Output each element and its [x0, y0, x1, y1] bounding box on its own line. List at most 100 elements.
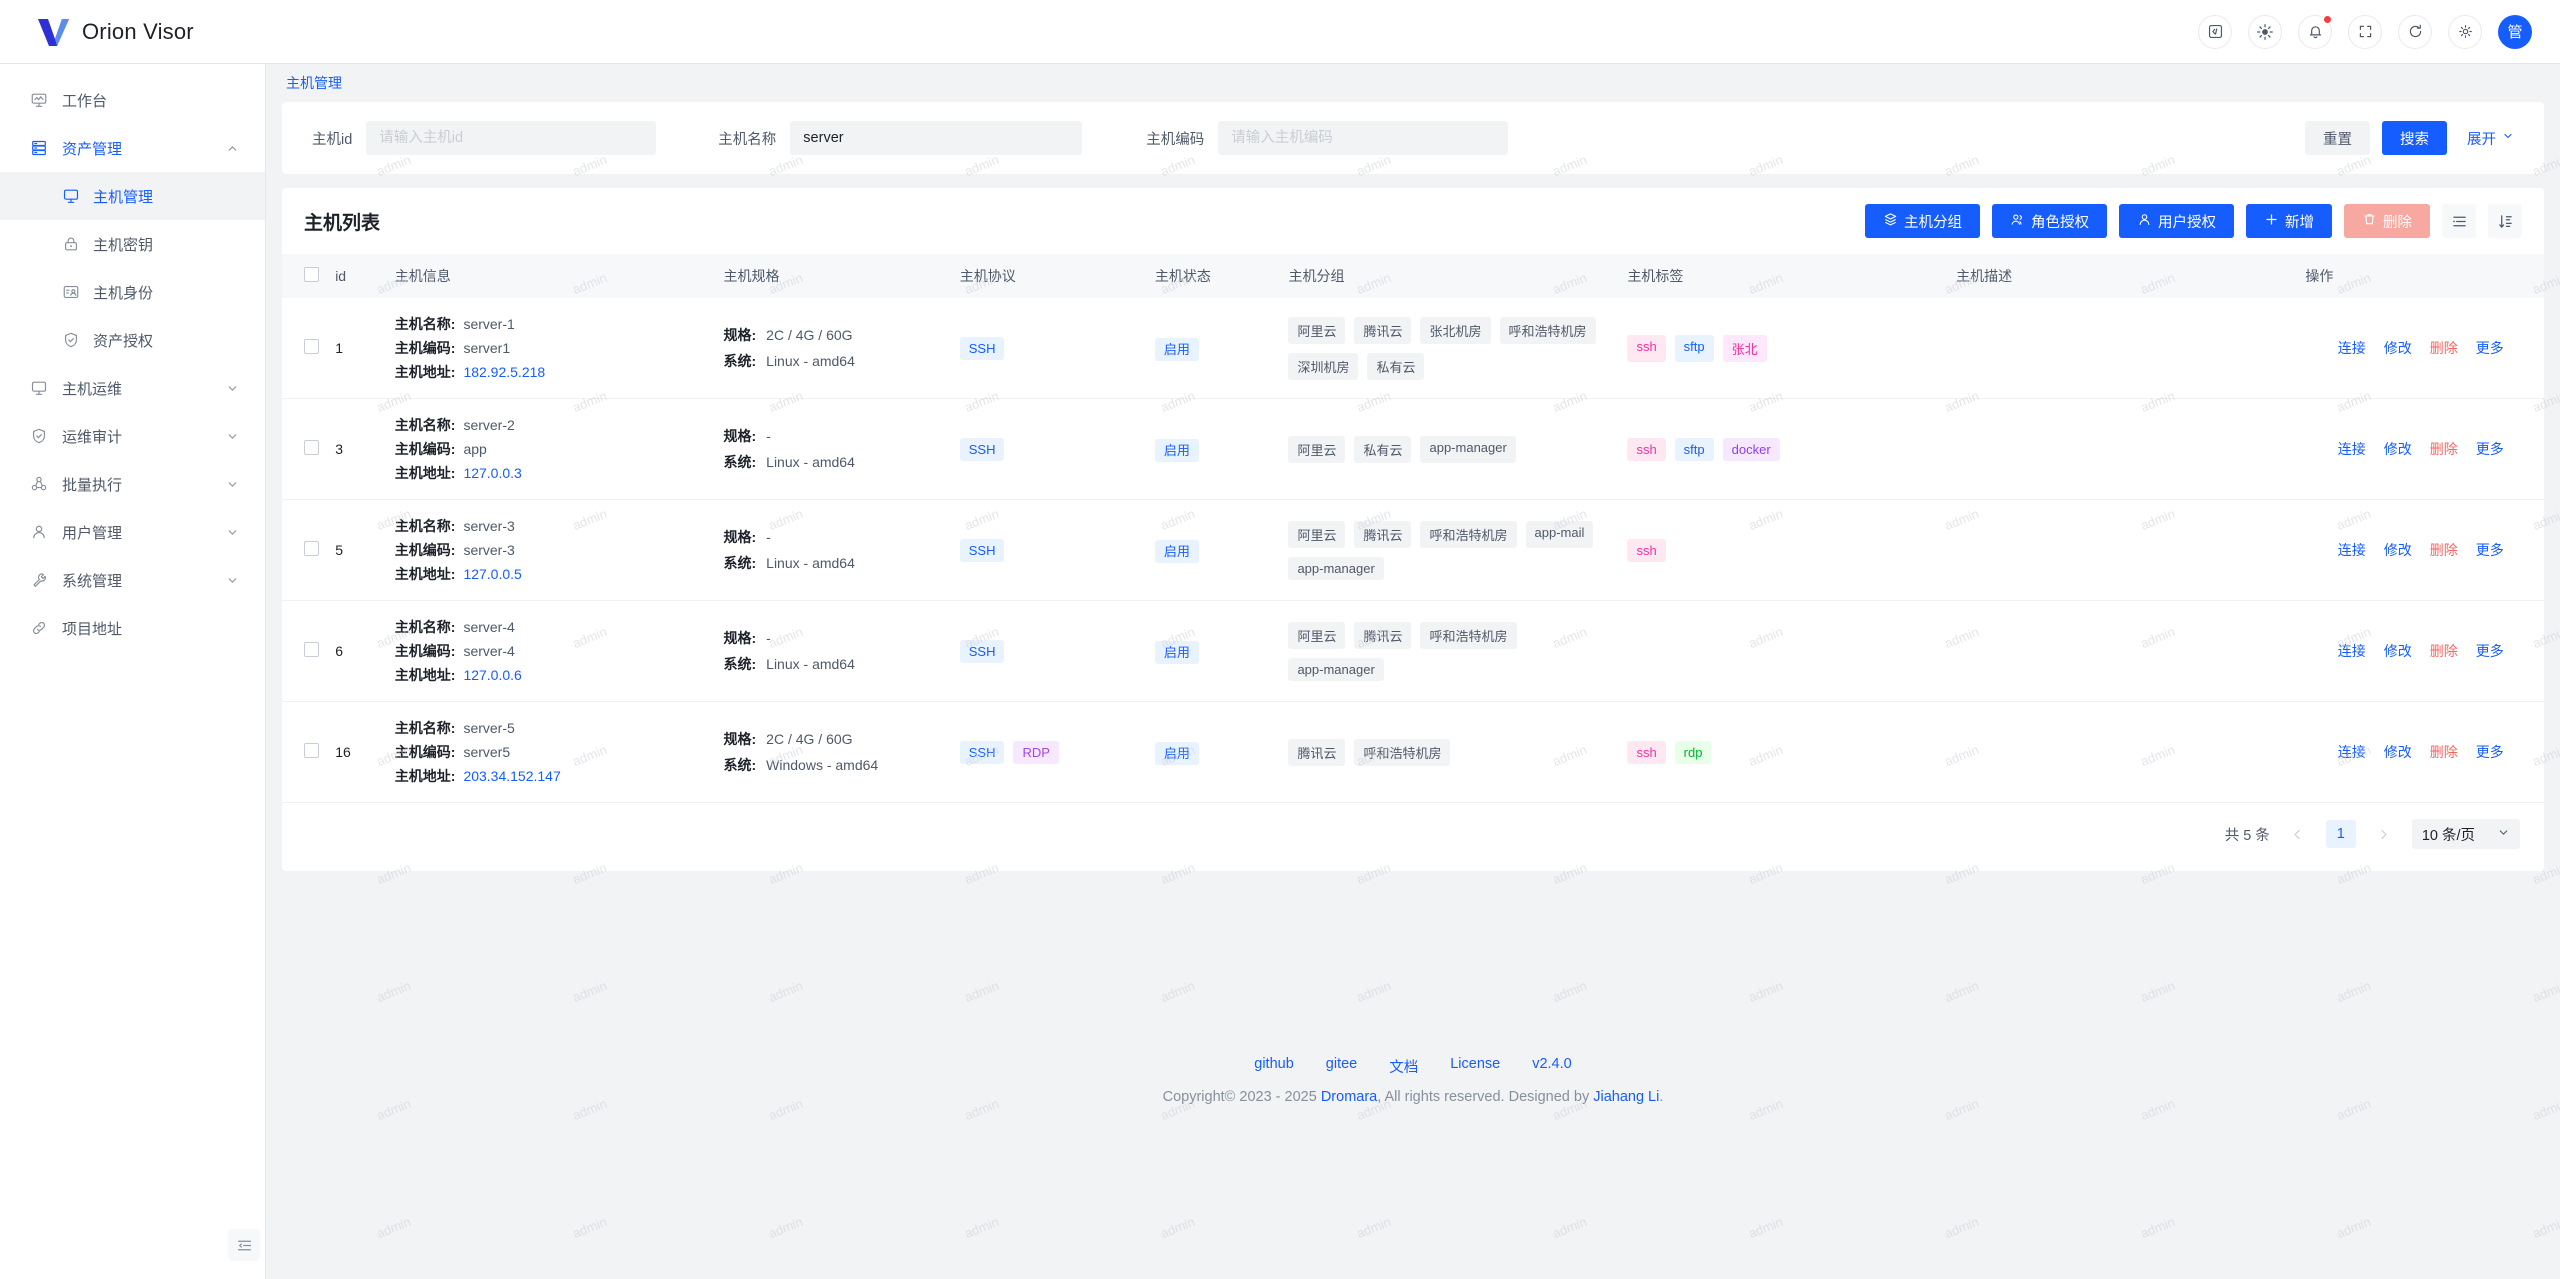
sidebar-item-audit[interactable]: 运维审计	[0, 412, 265, 460]
host-address-value[interactable]: 182.92.5.218	[463, 364, 546, 380]
reset-button[interactable]: 重置	[2305, 121, 2370, 155]
search-button[interactable]: 搜索	[2382, 121, 2447, 155]
row-op-deletebutton[interactable]: 删除	[2429, 744, 2458, 760]
author-link[interactable]: Jiahang Li	[1593, 1089, 1660, 1105]
host-tag-chip: ssh	[1627, 334, 1666, 362]
sidebar-item-host-manage[interactable]: 主机管理	[0, 172, 265, 220]
row-op-button[interactable]: 修改	[2383, 340, 2412, 356]
row-checkbox[interactable]	[304, 743, 319, 758]
sidebar-item-workbench[interactable]: 工作台	[0, 76, 265, 124]
page-number-1[interactable]: 1	[2325, 820, 2356, 848]
row-protocols: SSH	[951, 499, 1147, 601]
host-tag-chip: sftp	[1674, 334, 1714, 362]
group-chip: 深圳机房	[1288, 352, 1359, 380]
gear-icon[interactable]	[2448, 14, 2482, 49]
footer-link[interactable]: v2.4.0	[1532, 1056, 1572, 1072]
host-id-input[interactable]: 请输入主机id	[366, 121, 657, 155]
filter-field-host-name: 主机名称 server	[718, 121, 1083, 155]
row-checkbox[interactable]	[304, 440, 319, 455]
table-row[interactable]: 6 主机名称: server-4 主机编码: server-4 主机地址: 127.0…	[282, 600, 2544, 702]
row-op-button[interactable]: 更多	[2475, 643, 2504, 659]
footer-link[interactable]: github	[1254, 1056, 1294, 1072]
row-op-button[interactable]: 连接	[2337, 542, 2366, 558]
select-all-checkbox[interactable]	[304, 267, 319, 282]
row-op-button[interactable]: 连接	[2337, 441, 2366, 457]
sidebar-item-system-manage[interactable]: 系统管理	[0, 556, 265, 604]
sidebar-item-asset-auth[interactable]: 资产授权	[0, 316, 265, 364]
sidebar-item-label: 批量执行	[62, 476, 123, 494]
sidebar-item-project-url[interactable]: 项目地址	[0, 604, 265, 652]
sidebar-item-batch-exec[interactable]: 批量执行	[0, 460, 265, 508]
user-auth-button[interactable]: 用户授权	[2119, 204, 2234, 238]
row-checkbox[interactable]	[304, 541, 319, 556]
row-op-deletebutton[interactable]: 删除	[2429, 643, 2458, 659]
footer-link[interactable]: License	[1450, 1056, 1501, 1072]
host-code-value: server-3	[463, 542, 515, 558]
bell-icon[interactable]	[2298, 14, 2332, 49]
copyright-suffix: .	[1659, 1089, 1664, 1105]
row-op-button[interactable]: 修改	[2383, 542, 2412, 558]
sidebar-item-label: 工作台	[62, 92, 108, 110]
select-all-header	[282, 254, 328, 298]
host-address-value[interactable]: 127.0.0.3	[463, 465, 522, 481]
group-chip: app-manager	[1420, 435, 1516, 463]
fullscreen-icon[interactable]	[2348, 14, 2382, 49]
row-groups: 阿里云 腾讯云 呼和浩特机房 app-manager	[1280, 600, 1620, 702]
column-info: 主机信息	[386, 254, 716, 298]
table-row[interactable]: 5 主机名称: server-3 主机编码: server-3 主机地址: 127.0…	[282, 499, 2544, 601]
filter-actions: 重置 搜索 展开	[2305, 121, 2522, 155]
code-icon[interactable]	[2198, 14, 2232, 49]
column-settings-icon[interactable]	[2442, 204, 2476, 238]
row-op-button[interactable]: 更多	[2475, 340, 2504, 356]
host-code-input[interactable]: 请输入主机编码	[1218, 121, 1509, 155]
host-address-value[interactable]: 127.0.0.6	[463, 667, 522, 683]
row-op-deletebutton[interactable]: 删除	[2429, 441, 2458, 457]
host-name-input[interactable]: server	[790, 121, 1083, 155]
spec-label: 规格:	[723, 731, 757, 747]
row-checkbox[interactable]	[304, 339, 319, 354]
add-button[interactable]: 新增	[2246, 204, 2332, 238]
row-op-deletebutton[interactable]: 删除	[2429, 340, 2458, 356]
sidebar-item-assets[interactable]: 资产管理	[0, 124, 265, 172]
sort-icon[interactable]	[2488, 204, 2522, 238]
next-page-button[interactable]	[2370, 820, 2398, 848]
collapse-sidebar-icon[interactable]	[228, 1229, 260, 1261]
host-name-label: 主机名称:	[394, 619, 456, 635]
host-group-button[interactable]: 主机分组	[1865, 204, 1980, 238]
row-op-button[interactable]: 连接	[2337, 643, 2366, 659]
row-op-button[interactable]: 修改	[2383, 441, 2412, 457]
prev-page-button[interactable]	[2284, 820, 2312, 848]
brand[interactable]: Orion Visor	[0, 17, 266, 47]
row-op-button[interactable]: 更多	[2475, 542, 2504, 558]
row-op-button[interactable]: 修改	[2383, 643, 2412, 659]
table-row[interactable]: 3 主机名称: server-2 主机编码: app 主机地址: 127.0.0.3 …	[282, 398, 2544, 500]
user-icon	[30, 523, 48, 541]
footer-link[interactable]: gitee	[1325, 1056, 1358, 1072]
avatar[interactable]: 管	[2498, 14, 2532, 49]
table-row[interactable]: 1 主机名称: server-1 主机编码: server1 主机地址: 182.92…	[282, 298, 2544, 399]
sidebar-item-host-identity[interactable]: 主机身份	[0, 268, 265, 316]
host-address-value[interactable]: 203.34.152.147	[463, 768, 561, 784]
breadcrumb-current[interactable]: 主机管理	[276, 68, 352, 98]
page-size-select[interactable]: 10 条/页	[2411, 819, 2520, 849]
expand-filters-button[interactable]: 展开	[2459, 121, 2522, 155]
row-op-button[interactable]: 连接	[2337, 340, 2366, 356]
refresh-icon[interactable]	[2398, 14, 2432, 49]
org-link[interactable]: Dromara	[1320, 1089, 1378, 1105]
sidebar-item-host-key[interactable]: 主机密钥	[0, 220, 265, 268]
host-address-value[interactable]: 127.0.0.5	[463, 566, 522, 582]
row-op-button[interactable]: 连接	[2337, 744, 2366, 760]
theme-sun-icon[interactable]	[2248, 14, 2282, 49]
row-op-button[interactable]: 更多	[2475, 744, 2504, 760]
row-op-deletebutton[interactable]: 删除	[2429, 542, 2458, 558]
row-checkbox[interactable]	[304, 642, 319, 657]
row-op-button[interactable]: 修改	[2383, 744, 2412, 760]
sidebar-item-user-manage[interactable]: 用户管理	[0, 508, 265, 556]
sidebar-item-host-ops[interactable]: 主机运维	[0, 364, 265, 412]
row-op-button[interactable]: 更多	[2475, 441, 2504, 457]
role-auth-button[interactable]: 角色授权	[1992, 204, 2107, 238]
table-row[interactable]: 16 主机名称: server-5 主机编码: server5 主机地址: 203.3…	[282, 701, 2544, 803]
row-tags: ssh sftp docker	[1619, 398, 1949, 500]
footer-link[interactable]: 文档	[1389, 1060, 1419, 1076]
delete-button[interactable]: 删除	[2344, 204, 2430, 238]
